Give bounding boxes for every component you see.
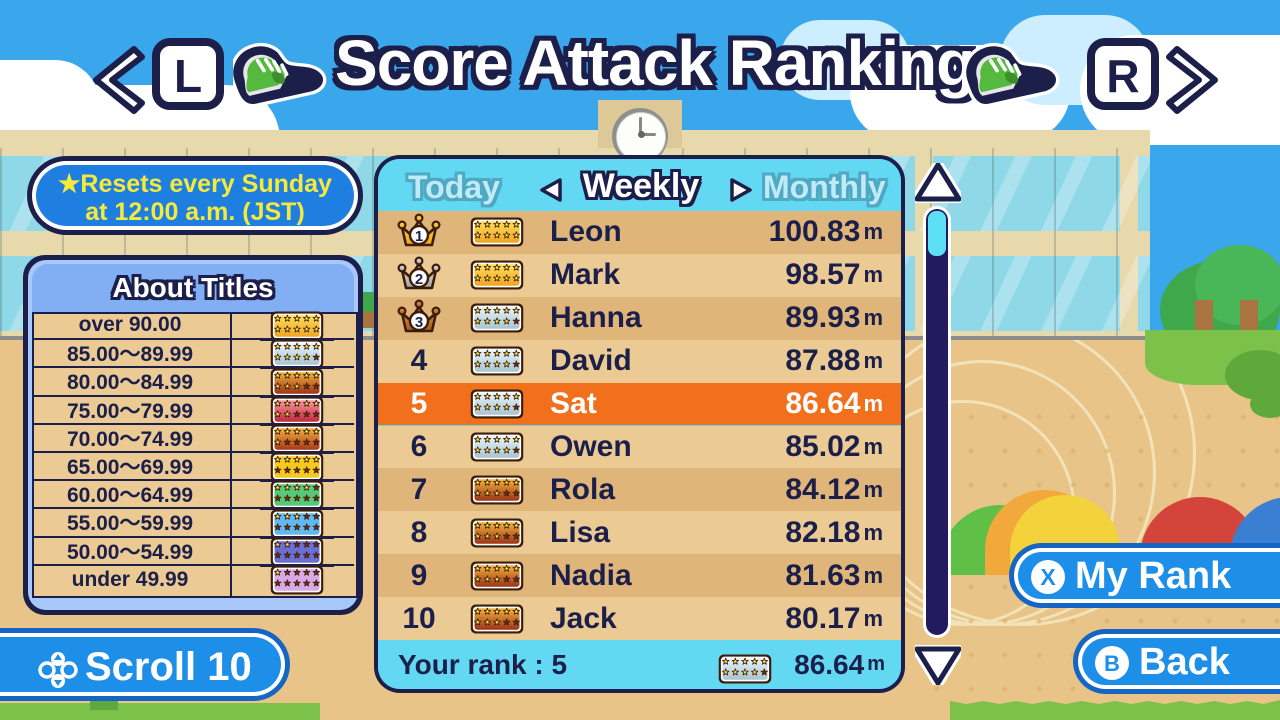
svg-text:R: R	[1106, 50, 1139, 102]
svg-text:B: B	[1104, 651, 1120, 676]
svg-text:1: 1	[415, 228, 423, 245]
svg-text:3: 3	[415, 314, 423, 331]
svg-text:2: 2	[415, 271, 423, 288]
svg-text:L: L	[174, 50, 202, 102]
svg-text:X: X	[1040, 564, 1056, 590]
